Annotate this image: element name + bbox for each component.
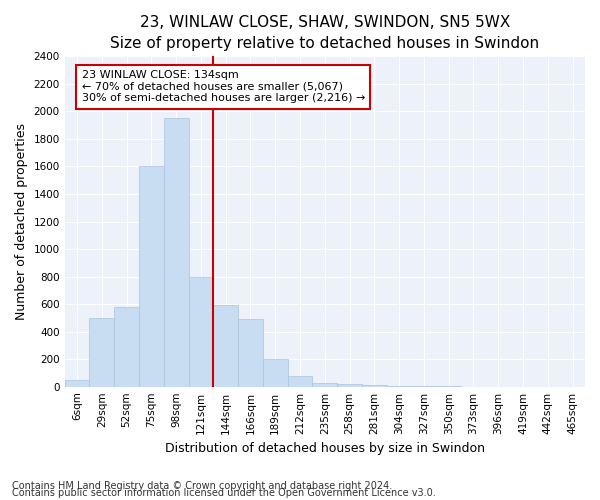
Bar: [287, 376, 313, 386]
Bar: [214, 306, 238, 386]
Y-axis label: Number of detached properties: Number of detached properties: [15, 123, 28, 320]
Title: 23, WINLAW CLOSE, SHAW, SWINDON, SN5 5WX
Size of property relative to detached h: 23, WINLAW CLOSE, SHAW, SWINDON, SN5 5WX…: [110, 15, 539, 51]
Bar: [263, 359, 287, 386]
X-axis label: Distribution of detached houses by size in Swindon: Distribution of detached houses by size …: [165, 442, 485, 455]
Text: Contains HM Land Registry data © Crown copyright and database right 2024.: Contains HM Land Registry data © Crown c…: [12, 481, 392, 491]
Bar: [337, 384, 362, 386]
Text: Contains public sector information licensed under the Open Government Licence v3: Contains public sector information licen…: [12, 488, 436, 498]
Bar: [164, 118, 188, 386]
Text: 23 WINLAW CLOSE: 134sqm
← 70% of detached houses are smaller (5,067)
30% of semi: 23 WINLAW CLOSE: 134sqm ← 70% of detache…: [82, 70, 365, 103]
Bar: [89, 318, 114, 386]
Bar: [313, 383, 337, 386]
Bar: [65, 380, 89, 386]
Bar: [114, 307, 139, 386]
Bar: [362, 384, 387, 386]
Bar: [188, 276, 214, 386]
Bar: [238, 319, 263, 386]
Bar: [139, 166, 164, 386]
